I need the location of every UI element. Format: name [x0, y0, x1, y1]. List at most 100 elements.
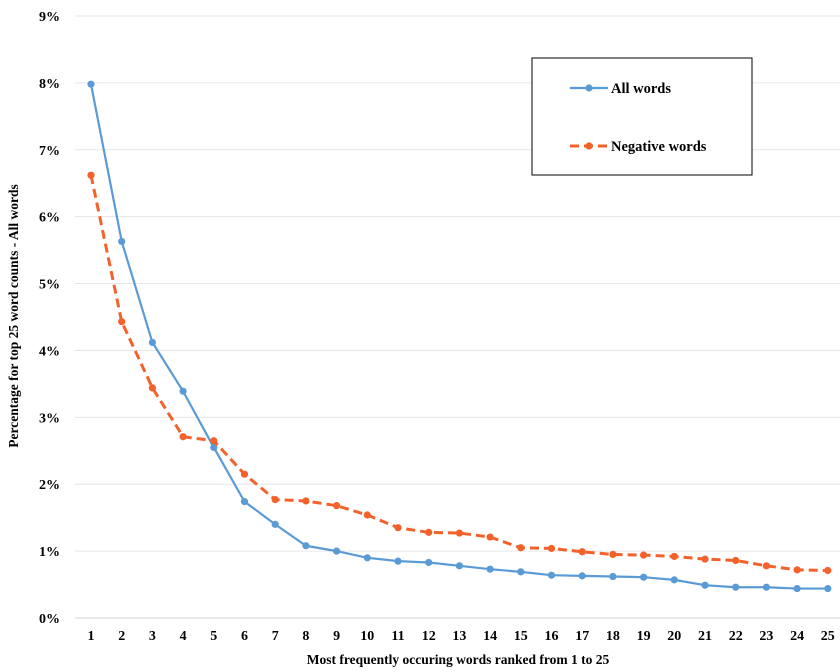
legend-box [531, 57, 753, 176]
y-tick-label: 6% [39, 211, 60, 226]
data-point [148, 384, 156, 392]
data-point [732, 583, 740, 591]
data-point [210, 443, 218, 452]
data-point [363, 511, 371, 519]
x-tick-label: 7 [272, 629, 279, 644]
data-point [517, 568, 525, 576]
x-tick-label: 9 [333, 629, 340, 644]
data-point [701, 555, 709, 563]
data-point [609, 572, 617, 581]
data-point [793, 566, 801, 574]
data-point [425, 528, 433, 536]
x-tick-label: 2 [118, 629, 125, 644]
legend-label: All words [611, 81, 671, 97]
x-tick-label: 8 [302, 629, 309, 644]
legend-item-1: All words [570, 81, 671, 97]
series-2 [87, 171, 832, 575]
x-tick-label: 1 [88, 629, 95, 644]
data-point [179, 387, 187, 395]
x-tick-label: 12 [422, 629, 436, 644]
x-tick-label: 11 [391, 629, 404, 644]
x-tick-label: 17 [575, 629, 589, 644]
data-point [425, 558, 433, 567]
series-group [87, 80, 832, 593]
data-point [793, 584, 801, 593]
data-point [394, 524, 402, 532]
data-point [240, 470, 249, 478]
series-line [89, 174, 828, 573]
data-point [824, 584, 832, 593]
data-point [455, 562, 463, 570]
data-point [578, 548, 586, 556]
data-point [210, 437, 218, 445]
data-point [824, 566, 832, 575]
data-point [640, 551, 648, 559]
x-tick-label: 13 [452, 629, 466, 644]
data-point [670, 576, 678, 584]
data-point [118, 318, 126, 326]
data-point [732, 556, 740, 565]
x-tick-label: 14 [483, 629, 497, 644]
x-tick-label: 4 [180, 629, 187, 644]
data-point [302, 542, 310, 550]
legend: All words Negative words [531, 57, 753, 176]
data-point [547, 544, 556, 553]
y-tick-label: 1% [39, 545, 60, 560]
x-tick-label: 23 [759, 629, 773, 644]
data-point [609, 550, 617, 559]
x-tick-label: 3 [149, 629, 156, 644]
data-point [578, 572, 586, 580]
data-point [517, 544, 525, 552]
x-tick-label: 22 [729, 629, 743, 644]
legend-marker [585, 142, 593, 150]
x-tick-label: 24 [790, 629, 804, 644]
x-axis-ticks: 1 2 3 4 5 6 7 8 9 10 11 12 13 14 15 16 17 18 19 20 21 22 23 24 2… [88, 629, 835, 644]
y-tick-label: 9% [39, 10, 60, 25]
y-tick-label: 2% [39, 478, 60, 493]
y-tick-label: 4% [39, 344, 60, 359]
data-point [455, 529, 463, 537]
data-point [333, 547, 341, 555]
y-tick-label: 3% [39, 411, 60, 426]
data-point [363, 554, 371, 562]
data-point [701, 581, 709, 589]
x-tick-label: 10 [360, 629, 374, 644]
data-point [240, 498, 249, 506]
grid [75, 15, 840, 619]
y-axis-title: Percentage for top 25 word counts - All … [6, 184, 21, 447]
x-axis-title: Most frequently occuring words ranked fr… [307, 652, 610, 667]
data-point [148, 338, 156, 347]
y-tick-label: 5% [39, 278, 60, 293]
data-point [394, 557, 402, 565]
data-point [179, 433, 187, 441]
x-tick-label: 19 [637, 629, 651, 644]
legend-marker [585, 84, 593, 92]
legend-label: Negative words [611, 139, 707, 155]
data-point [302, 497, 310, 505]
x-tick-label: 6 [241, 629, 248, 644]
data-point [333, 502, 341, 510]
data-point [547, 571, 556, 579]
x-tick-label: 20 [667, 629, 681, 644]
legend-item-2: Negative words [570, 139, 707, 155]
series-1 [87, 80, 832, 593]
data-point [486, 565, 494, 573]
y-tick-label: 8% [39, 77, 60, 92]
data-point [271, 520, 279, 528]
x-tick-label: 16 [545, 629, 559, 644]
data-point [87, 171, 95, 179]
x-tick-label: 15 [514, 629, 528, 644]
y-tick-label: 7% [39, 144, 60, 159]
x-tick-label: 25 [821, 629, 835, 644]
data-point [271, 496, 279, 504]
data-point [118, 237, 126, 246]
x-tick-label: 5 [210, 629, 217, 644]
x-tick-label: 18 [606, 629, 620, 644]
data-point [87, 80, 95, 88]
data-point [670, 552, 678, 561]
data-point [486, 533, 494, 541]
data-point [640, 573, 648, 581]
y-axis-ticks: 0% 1% 2% 3% 4% 5% 6% 7% 8% 9% [39, 10, 60, 627]
